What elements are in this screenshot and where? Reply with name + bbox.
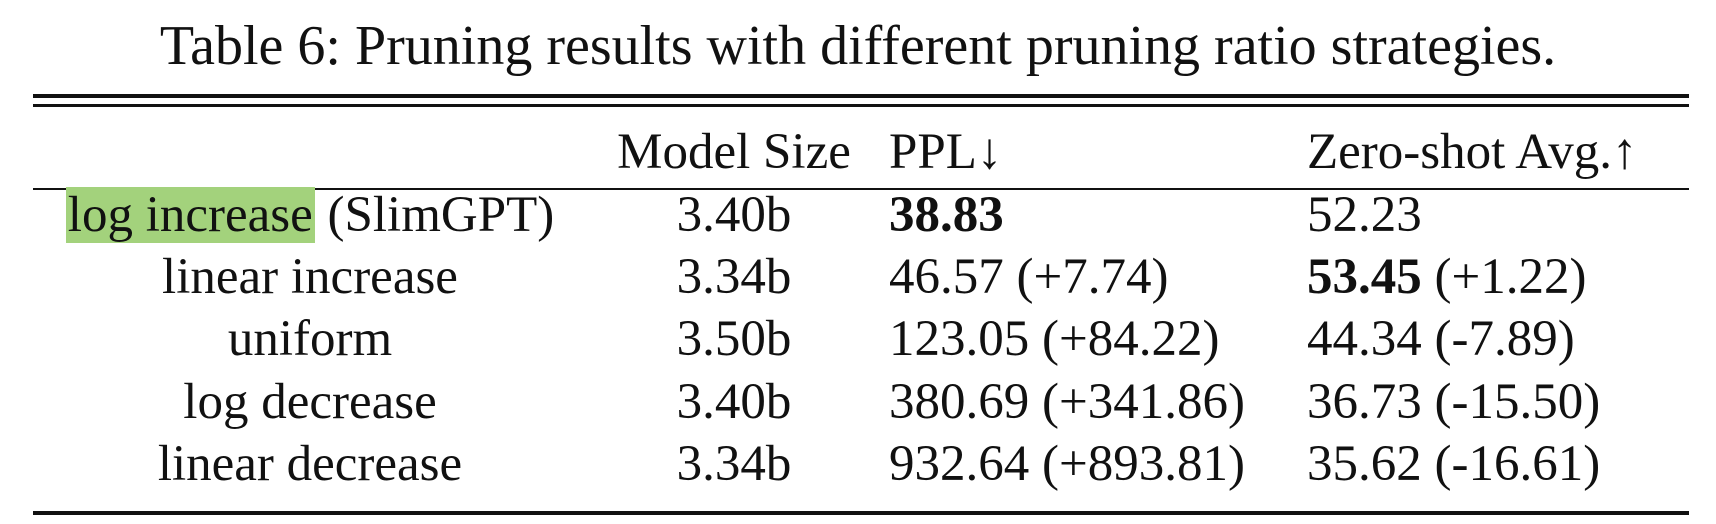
table-cell: 3.40b	[334, 372, 1134, 432]
top-rule	[33, 94, 1689, 98]
cell-text: 35.62 (-16.61)	[1307, 436, 1601, 492]
cell-text: 36.73 (-15.50)	[1307, 374, 1601, 430]
cell-text: 3.34b	[676, 436, 792, 492]
cell-text: linear increase	[162, 249, 458, 305]
table-cell: 38.83	[889, 185, 1004, 245]
header-cell: Model Size	[617, 124, 851, 180]
table-cell: log decrease	[0, 372, 710, 432]
table-cell: 3.40b	[334, 185, 1134, 245]
cell-text: 44.34 (-7.89)	[1307, 311, 1575, 367]
cell-text: 52.23	[1307, 187, 1422, 243]
caption: Table 6: Pruning results with different …	[159, 15, 1557, 77]
cell-text: 932.64 (+893.81)	[889, 436, 1245, 492]
top-rule	[33, 104, 1689, 107]
cell-text: 46.57 (+7.74)	[889, 249, 1169, 305]
cell-text: 3.40b	[676, 374, 792, 430]
header-cell: Zero-shot Avg.↑	[1307, 124, 1638, 180]
cell-text: 3.34b	[676, 249, 792, 305]
table-cell: 44.34 (-7.89)	[1307, 309, 1575, 369]
cell-text: 38.83	[889, 187, 1004, 243]
table-cell: uniform	[0, 309, 710, 369]
table-cell: linear increase	[0, 247, 710, 307]
header-cell: PPL↓	[889, 124, 1003, 180]
cell-text: uniform	[227, 311, 393, 367]
cell-text: (SlimGPT)	[314, 187, 555, 243]
table-cell: 3.50b	[334, 309, 1134, 369]
bottom-rule	[33, 511, 1689, 515]
table-cell: 932.64 (+893.81)	[889, 434, 1245, 494]
table-cell: 53.45 (+1.22)	[1307, 247, 1586, 307]
table-cell: log increase (SlimGPT)	[0, 185, 710, 245]
table-cell: 35.62 (-16.61)	[1307, 434, 1600, 494]
cell-text: log decrease	[183, 374, 437, 430]
table-cell: 3.34b	[334, 434, 1134, 494]
cell-text: 53.45	[1307, 249, 1422, 305]
cell-text: log increase	[65, 187, 315, 243]
table-cell: 52.23	[1307, 185, 1422, 245]
table-cell: 380.69 (+341.86)	[889, 372, 1245, 432]
cell-text: (+1.22)	[1421, 249, 1587, 305]
cell-text: 3.50b	[676, 311, 792, 367]
table-cell: linear decrease	[0, 434, 710, 494]
cell-text: 123.05 (+84.22)	[889, 311, 1220, 367]
table-cell: 123.05 (+84.22)	[889, 309, 1219, 369]
table-cell: 46.57 (+7.74)	[889, 247, 1168, 307]
table-cell: 36.73 (-15.50)	[1307, 372, 1600, 432]
header-rule	[33, 188, 1689, 190]
table-cell: 3.34b	[334, 247, 1134, 307]
cell-text: linear decrease	[157, 436, 463, 492]
cell-text: 380.69 (+341.86)	[889, 374, 1245, 430]
cell-text: 3.40b	[676, 187, 792, 243]
